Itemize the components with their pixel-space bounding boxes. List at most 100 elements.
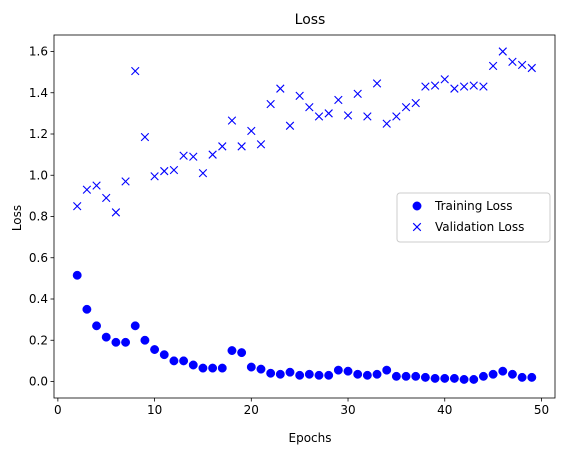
validation-loss-point bbox=[150, 172, 159, 181]
validation-loss-point bbox=[305, 102, 314, 112]
y-tick-label: 0.4 bbox=[29, 292, 48, 306]
validation-loss-point bbox=[266, 99, 275, 109]
validation-loss-point bbox=[227, 116, 237, 125]
training-loss-point bbox=[440, 373, 450, 383]
validation-loss-point bbox=[363, 112, 372, 121]
x-tick-label: 30 bbox=[340, 403, 355, 417]
validation-loss-point bbox=[392, 112, 401, 121]
training-loss-point bbox=[121, 337, 131, 347]
training-loss-point bbox=[159, 350, 169, 360]
y-axis-label: Loss bbox=[10, 205, 24, 231]
validation-loss-point bbox=[334, 95, 343, 105]
y-tick-label: 0.8 bbox=[29, 210, 48, 224]
training-loss-point bbox=[208, 363, 218, 373]
training-loss-point bbox=[498, 366, 508, 376]
training-loss-point bbox=[507, 369, 517, 379]
training-loss-point bbox=[72, 270, 82, 280]
validation-loss-point bbox=[324, 109, 333, 118]
validation-loss-point bbox=[479, 82, 488, 91]
validation-loss-point bbox=[256, 140, 266, 149]
y-tick-label: 1.2 bbox=[29, 127, 48, 141]
training-loss-point bbox=[82, 304, 92, 314]
training-loss-point bbox=[150, 345, 160, 354]
validation-loss-point bbox=[169, 165, 179, 175]
validation-loss-point bbox=[237, 142, 246, 151]
training-loss-point bbox=[169, 356, 179, 366]
validation-loss-point bbox=[459, 82, 469, 91]
y-tick-label: 0.2 bbox=[29, 333, 48, 347]
training-loss-point bbox=[92, 321, 102, 331]
x-tick-label: 20 bbox=[244, 403, 259, 417]
training-loss-point bbox=[527, 372, 537, 382]
validation-loss-point bbox=[179, 151, 188, 160]
training-loss-point bbox=[517, 372, 527, 382]
training-loss-point bbox=[266, 368, 276, 378]
validation-loss-point bbox=[276, 84, 285, 93]
training-loss-point bbox=[295, 370, 305, 380]
validation-loss-point bbox=[421, 82, 430, 91]
training-loss-point bbox=[459, 374, 469, 384]
validation-loss-point bbox=[450, 84, 459, 93]
y-tick-label: 1.4 bbox=[29, 86, 48, 100]
training-loss-point bbox=[478, 371, 488, 381]
training-loss-point bbox=[217, 363, 227, 373]
training-loss-point bbox=[372, 369, 382, 379]
validation-loss-point bbox=[295, 91, 304, 101]
legend-training-marker bbox=[412, 201, 422, 211]
training-loss-point bbox=[430, 373, 440, 383]
x-tick-label: 50 bbox=[534, 403, 549, 417]
training-loss-point bbox=[188, 360, 198, 370]
x-axis-label: Epochs bbox=[289, 431, 332, 445]
validation-loss-point bbox=[314, 112, 324, 121]
validation-loss-point bbox=[92, 181, 101, 190]
validation-loss-point bbox=[401, 102, 411, 112]
training-loss-point bbox=[488, 369, 498, 379]
validation-loss-point bbox=[121, 177, 130, 186]
validation-loss-point bbox=[440, 75, 449, 84]
legend-validation-label: Validation Loss bbox=[435, 220, 524, 234]
training-loss-point bbox=[237, 348, 247, 358]
training-loss-point bbox=[130, 321, 140, 331]
training-loss-point bbox=[275, 369, 285, 379]
training-loss-point bbox=[324, 370, 334, 380]
y-tick-label: 1.0 bbox=[29, 168, 48, 182]
training-loss-point bbox=[304, 369, 314, 379]
validation-loss-point bbox=[508, 57, 517, 67]
training-loss-point bbox=[285, 367, 295, 377]
validation-loss-point bbox=[469, 81, 478, 90]
validation-loss-point bbox=[411, 98, 420, 108]
validation-loss-point bbox=[430, 81, 440, 90]
training-loss-point bbox=[333, 365, 343, 375]
validation-loss-point bbox=[527, 63, 536, 73]
plot-area: 0 10 20 30 40 50 0.0 0.2 0.4 0.6 0.8 1.0 1.2 1.4 1.6 Tr… bbox=[29, 34, 556, 417]
x-tick-label: 10 bbox=[147, 403, 162, 417]
validation-loss-point bbox=[82, 185, 92, 194]
validation-loss-point bbox=[285, 121, 295, 130]
validation-loss-point bbox=[218, 142, 227, 151]
y-tick-label: 0.6 bbox=[29, 251, 48, 265]
training-loss-point bbox=[314, 370, 324, 380]
validation-loss-point bbox=[198, 168, 208, 178]
training-loss-point bbox=[362, 370, 372, 380]
training-loss-point bbox=[382, 365, 392, 375]
training-loss-point bbox=[140, 335, 150, 345]
x-tick-label: 0 bbox=[54, 403, 62, 417]
validation-loss-point bbox=[189, 152, 198, 161]
legend-box bbox=[396, 192, 551, 243]
legend-validation-marker bbox=[412, 222, 422, 232]
validation-loss-point bbox=[382, 119, 391, 128]
validation-loss-point bbox=[131, 66, 140, 76]
y-tick-label: 1.6 bbox=[29, 45, 48, 59]
validation-loss-point bbox=[111, 208, 121, 217]
training-loss-point bbox=[111, 337, 121, 347]
training-loss-point bbox=[227, 346, 237, 356]
validation-loss-point bbox=[160, 166, 169, 176]
validation-loss-point bbox=[73, 201, 82, 211]
training-loss-point bbox=[353, 369, 363, 379]
training-loss-point bbox=[343, 366, 353, 376]
x-tick-label: 40 bbox=[437, 403, 452, 417]
training-loss-point bbox=[101, 332, 111, 342]
training-loss-point bbox=[256, 364, 266, 374]
training-loss-point bbox=[246, 362, 256, 372]
